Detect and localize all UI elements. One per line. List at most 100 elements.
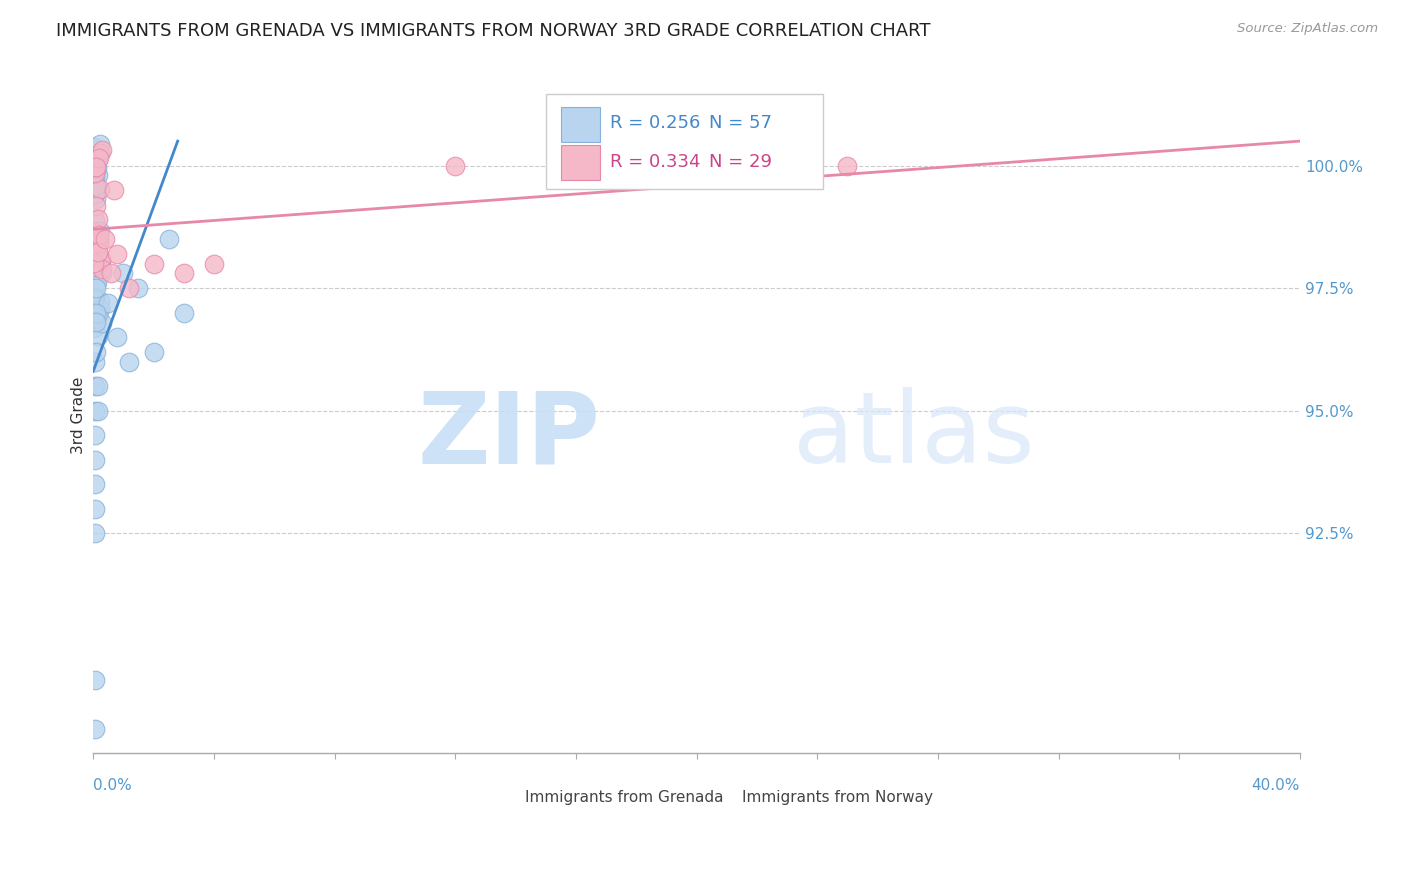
Point bbox=[87, 212, 110, 227]
Point bbox=[84, 312, 107, 326]
Text: IMMIGRANTS FROM GRENADA VS IMMIGRANTS FROM NORWAY 3RD GRADE CORRELATION CHART: IMMIGRANTS FROM GRENADA VS IMMIGRANTS FR… bbox=[56, 22, 931, 40]
Point bbox=[105, 330, 128, 344]
Point bbox=[157, 232, 180, 246]
Point bbox=[87, 234, 110, 248]
Point bbox=[112, 267, 135, 281]
Point bbox=[83, 403, 105, 417]
Point bbox=[202, 257, 225, 271]
Point bbox=[84, 160, 107, 174]
Y-axis label: 3rd Grade: 3rd Grade bbox=[72, 376, 86, 454]
Point bbox=[100, 267, 122, 281]
Point bbox=[87, 168, 110, 182]
Point bbox=[82, 260, 104, 274]
Point bbox=[83, 140, 105, 154]
Point bbox=[84, 178, 107, 193]
Point bbox=[90, 254, 112, 268]
Point bbox=[86, 379, 108, 393]
Text: R = 0.334: R = 0.334 bbox=[610, 153, 700, 171]
Point bbox=[127, 281, 149, 295]
Point bbox=[83, 673, 105, 687]
Point bbox=[83, 187, 105, 202]
Point bbox=[83, 260, 105, 275]
Point bbox=[89, 236, 111, 251]
Point bbox=[90, 316, 112, 330]
Point bbox=[87, 245, 110, 260]
Point bbox=[89, 293, 111, 308]
FancyBboxPatch shape bbox=[706, 789, 738, 807]
Point bbox=[97, 295, 120, 310]
Point bbox=[83, 379, 105, 393]
Point bbox=[83, 501, 105, 516]
FancyBboxPatch shape bbox=[546, 95, 824, 189]
Point bbox=[84, 268, 107, 283]
Text: R = 0.256: R = 0.256 bbox=[610, 114, 700, 132]
Point bbox=[444, 159, 467, 173]
Text: ZIP: ZIP bbox=[418, 387, 600, 484]
Point bbox=[173, 267, 195, 281]
Text: Immigrants from Grenada: Immigrants from Grenada bbox=[526, 790, 724, 805]
Point bbox=[86, 275, 108, 289]
Point bbox=[89, 146, 111, 161]
Point bbox=[84, 292, 107, 306]
Point bbox=[837, 159, 859, 173]
Point bbox=[87, 329, 110, 343]
FancyBboxPatch shape bbox=[561, 145, 600, 180]
Point bbox=[83, 173, 105, 187]
Point bbox=[82, 316, 104, 330]
Point bbox=[84, 281, 107, 295]
Point bbox=[87, 307, 110, 321]
Point bbox=[83, 291, 105, 305]
Point bbox=[83, 178, 105, 193]
Point bbox=[84, 178, 107, 193]
Point bbox=[83, 170, 105, 185]
Text: atlas: atlas bbox=[793, 387, 1035, 484]
Point bbox=[118, 281, 141, 295]
Text: Immigrants from Norway: Immigrants from Norway bbox=[742, 790, 934, 805]
Point bbox=[84, 223, 107, 237]
Point bbox=[83, 354, 105, 368]
Point bbox=[89, 302, 111, 317]
Point bbox=[90, 266, 112, 280]
Point bbox=[91, 262, 114, 277]
Point bbox=[86, 161, 108, 175]
Point bbox=[86, 403, 108, 417]
Point bbox=[105, 247, 128, 261]
Point bbox=[91, 144, 114, 158]
Point bbox=[83, 452, 105, 467]
Point bbox=[86, 154, 108, 169]
Point bbox=[84, 213, 107, 227]
Point bbox=[94, 232, 117, 246]
Point bbox=[142, 344, 165, 359]
Point bbox=[83, 722, 105, 736]
Point bbox=[173, 305, 195, 319]
Point bbox=[84, 160, 107, 174]
Point bbox=[83, 225, 105, 239]
Point bbox=[84, 315, 107, 329]
FancyBboxPatch shape bbox=[489, 789, 520, 807]
Text: N = 57: N = 57 bbox=[709, 114, 772, 132]
Point bbox=[83, 256, 105, 270]
Point bbox=[83, 228, 105, 243]
Point bbox=[87, 151, 110, 165]
Point bbox=[84, 192, 107, 206]
Text: 0.0%: 0.0% bbox=[93, 778, 132, 793]
Point bbox=[83, 321, 105, 335]
Point bbox=[87, 228, 110, 243]
FancyBboxPatch shape bbox=[561, 107, 600, 143]
Point bbox=[89, 224, 111, 238]
Point bbox=[142, 257, 165, 271]
Point bbox=[83, 477, 105, 491]
Point bbox=[84, 277, 107, 291]
Point bbox=[84, 344, 107, 359]
Point bbox=[118, 354, 141, 368]
Point bbox=[89, 146, 111, 161]
Point bbox=[89, 182, 111, 196]
Point bbox=[84, 305, 107, 319]
Text: 40.0%: 40.0% bbox=[1251, 778, 1301, 793]
Point bbox=[90, 252, 112, 267]
Text: N = 29: N = 29 bbox=[709, 153, 772, 171]
Point bbox=[103, 183, 125, 197]
Point bbox=[84, 149, 107, 163]
Point bbox=[83, 526, 105, 541]
Point bbox=[83, 428, 105, 442]
